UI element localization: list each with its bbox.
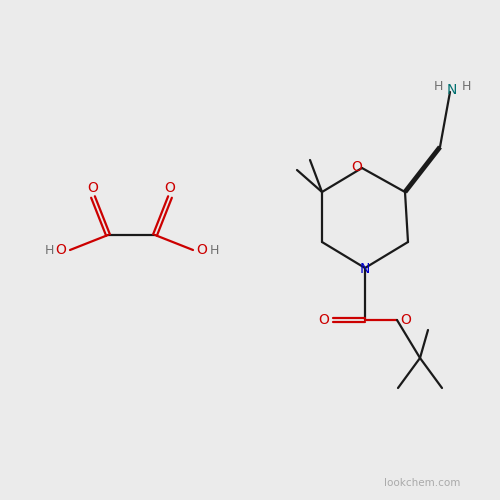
Text: H: H: [434, 80, 442, 94]
Text: O: O: [56, 243, 66, 257]
Text: O: O: [196, 243, 207, 257]
Text: O: O: [352, 160, 362, 174]
Text: H: H: [210, 244, 218, 256]
Text: O: O: [88, 181, 99, 195]
Text: O: O: [318, 313, 330, 327]
Text: H: H: [44, 244, 54, 256]
Text: N: N: [447, 83, 457, 97]
Text: N: N: [360, 262, 370, 276]
Text: O: O: [164, 181, 175, 195]
Text: O: O: [400, 313, 411, 327]
Text: lookchem.com: lookchem.com: [384, 478, 460, 488]
Text: H: H: [462, 80, 470, 94]
